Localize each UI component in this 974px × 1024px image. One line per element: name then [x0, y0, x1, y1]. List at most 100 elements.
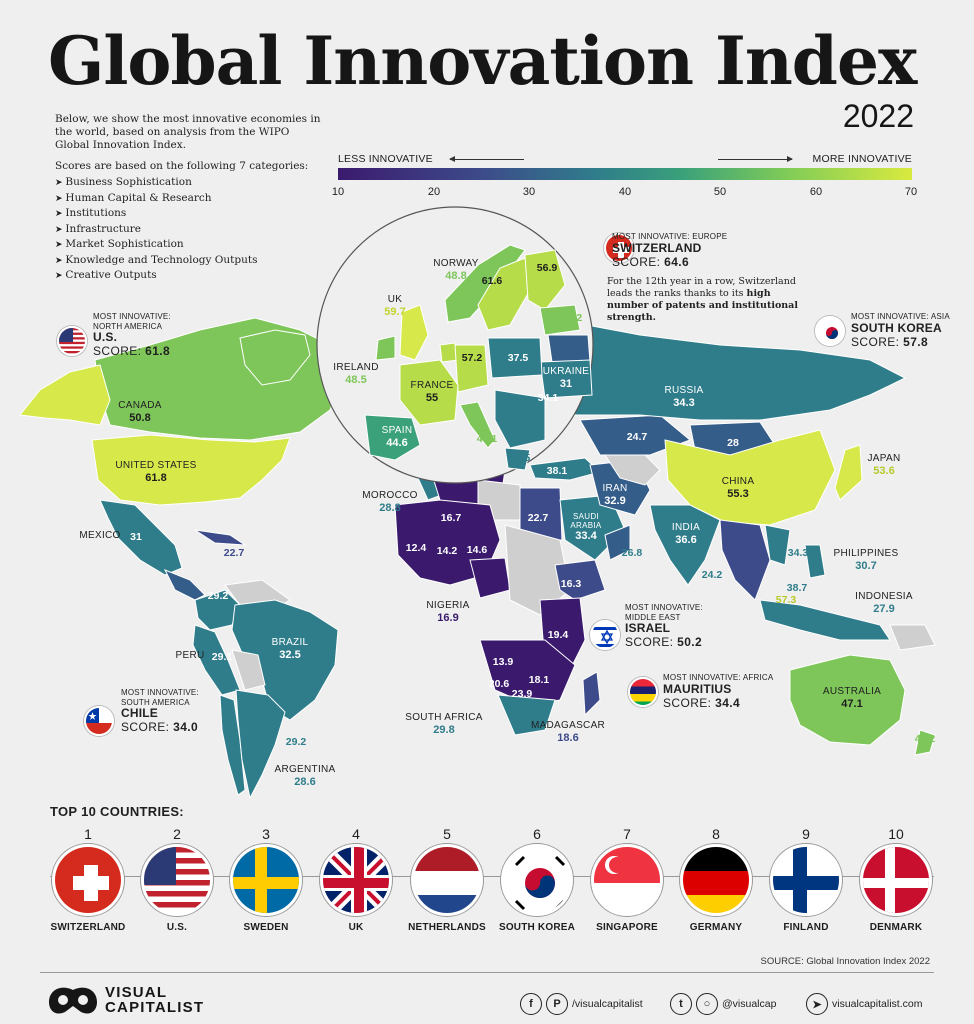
sweden-flag-icon [230, 844, 302, 916]
country-shape-south-africa [497, 694, 556, 736]
value-poland: 37.5 [507, 352, 529, 364]
country-shape-usa [91, 434, 291, 506]
switzerland-note: For the 12th year in a row, Switzerland … [607, 276, 798, 323]
value-kazakhstan: 24.7 [626, 431, 648, 443]
color-scale-legend: LESS INNOVATIVE MORE INNOVATIVE 10 20 30… [330, 150, 917, 210]
germany-flag-icon [680, 844, 752, 916]
pinterest-icon: P [546, 993, 568, 1015]
callout-north-america: MOST INNOVATIVE: NORTH AMERICA U.S. SCOR… [93, 312, 171, 358]
value-botswana: 23.9 [511, 688, 533, 700]
value-colombia: 29.2 [207, 590, 229, 602]
categories-heading: Scores are based on the following 7 cate… [55, 160, 309, 172]
mauritius-flag-icon [628, 677, 658, 707]
intro-description: Below, we show the most innovative econo… [55, 113, 321, 151]
value-guinea: 12.4 [405, 542, 427, 554]
country-name: SOUTH KOREA [498, 922, 576, 933]
intro-text: Below, we show the most innovative econo… [55, 113, 325, 285]
country-shape-japan [834, 444, 863, 501]
category-item: Knowledge and Technology Outputs [55, 254, 325, 268]
rank-number: 6 [533, 826, 541, 842]
legend-tick: 50 [713, 186, 727, 198]
value-vietnam: 34.3 [787, 547, 809, 559]
country-shape-poland [487, 337, 543, 379]
top10-item: 5 NETHERLANDS [402, 826, 492, 933]
label-canada: CANADA 50.8 [118, 400, 162, 424]
country-name: SINGAPORE [596, 922, 658, 933]
website-link[interactable]: ➤ visualcapitalist.com [806, 993, 922, 1015]
legend-tick: 60 [809, 186, 823, 198]
value-singapore: 57.3 [775, 594, 797, 606]
rank-number: 3 [262, 826, 270, 842]
twitter-icon: t [670, 993, 692, 1015]
country-name: SWEDEN [243, 922, 289, 933]
legend-tick: 40 [618, 186, 632, 198]
south-korea-flag-icon [501, 844, 573, 916]
twitter-link[interactable]: t ○ @visualcap [670, 993, 776, 1015]
country-shape-colombia [194, 589, 241, 631]
label-peru: PERU [175, 650, 205, 661]
value-germany: 57.2 [461, 352, 483, 364]
country-name: GERMANY [689, 922, 743, 933]
value-mexico: 31 [130, 531, 142, 543]
legend-less-label: LESS INNOVATIVE [338, 153, 433, 165]
legend-tick: 20 [427, 186, 441, 198]
cursor-icon: ➤ [806, 993, 828, 1015]
website-url: visualcapitalist.com [832, 998, 923, 1010]
value-tanzania: 19.4 [547, 629, 569, 641]
value-zimbabwe: 18.1 [528, 674, 550, 686]
country-shape-uk [399, 304, 429, 361]
country-shape-nigeria [469, 557, 511, 599]
value-angola: 13.9 [492, 656, 514, 668]
category-item: Business Sophistication [55, 176, 325, 190]
country-name: FINLAND [783, 922, 829, 933]
country-shape-australia [789, 654, 906, 746]
value-estonia: 50.2 [561, 312, 583, 324]
twitter-handle: @visualcap [722, 998, 777, 1010]
israel-flag-icon [590, 620, 620, 650]
callout-africa: MOST INNOVATIVE: AFRICA MAURITIUS SCORE:… [663, 673, 774, 710]
label-australia: AUSTRALIA 47.1 [822, 686, 882, 710]
country-shape-balkans [494, 389, 546, 449]
south-korea-flag-icon [815, 316, 845, 346]
category-item: Institutions [55, 207, 325, 221]
country-shape-russia [559, 319, 907, 421]
label-united-states: UNITED STATES 61.8 [115, 460, 197, 484]
legend-more-label: MORE INNOVATIVE [812, 153, 912, 165]
top10-item: 9 FINLAND [761, 826, 851, 933]
top10-title: TOP 10 COUNTRIES: [50, 804, 184, 819]
label-brazil: BRAZIL 32.5 [271, 637, 309, 661]
country-shape-alaska [19, 364, 111, 426]
top10-item: 6 SOUTH KOREA [492, 826, 582, 933]
country-shape-india [649, 504, 721, 586]
world-map [19, 206, 936, 800]
top10-item: 10 DENMARK [851, 826, 941, 933]
label-madagascar: MADAGASCAR 18.6 [530, 720, 606, 744]
country-shape-peru [192, 624, 241, 696]
top10-connector-line [50, 876, 934, 877]
value-sri-lanka: 24.2 [701, 569, 723, 581]
label-france: FRANCE 55 [410, 380, 454, 404]
country-shape-finland [524, 249, 566, 311]
country-shape-ethiopia [554, 559, 606, 601]
denmark-flag-icon [860, 844, 932, 916]
country-shape-france [399, 359, 459, 426]
value-egypt: 22.7 [527, 512, 549, 524]
visual-capitalist-logo[interactable]: VISUAL CAPITALIST [45, 982, 225, 1018]
value-turkey: 38.1 [546, 465, 568, 477]
callout-middle-east: MOST INNOVATIVE: MIDDLE EAST ISRAEL SCOR… [625, 603, 703, 649]
country-shape-argentina [235, 689, 286, 800]
label-south-africa: SOUTH AFRICA 29.8 [405, 712, 483, 736]
country-shape-southern-africa [479, 639, 576, 706]
top10-item: 8 GERMANY [671, 826, 761, 933]
value-romania: 34.1 [537, 392, 559, 404]
country-shape-png [889, 624, 936, 651]
us-flag-icon [141, 844, 213, 916]
country-shape-vietnam [764, 524, 791, 566]
label-nigeria: NIGERIA 16.9 [426, 600, 470, 624]
facebook-link[interactable]: f P /visualcapitalist [520, 993, 643, 1015]
top10-item: 3 SWEDEN [221, 826, 311, 933]
country-name: UK [348, 922, 364, 933]
country-shape-madagascar [582, 671, 601, 717]
label-india: INDIA 36.6 [671, 522, 701, 546]
value-niger: 14.6 [466, 544, 488, 556]
